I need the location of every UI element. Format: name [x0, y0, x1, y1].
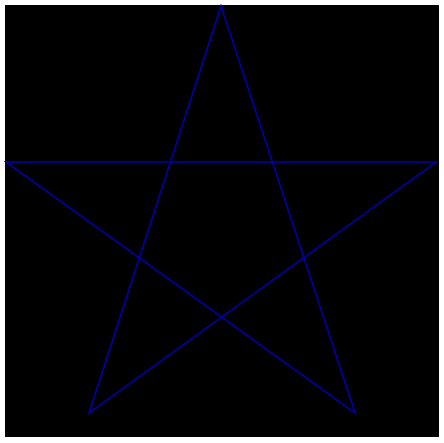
pentagram-star — [3, 3, 439, 416]
black-background — [5, 5, 439, 437]
